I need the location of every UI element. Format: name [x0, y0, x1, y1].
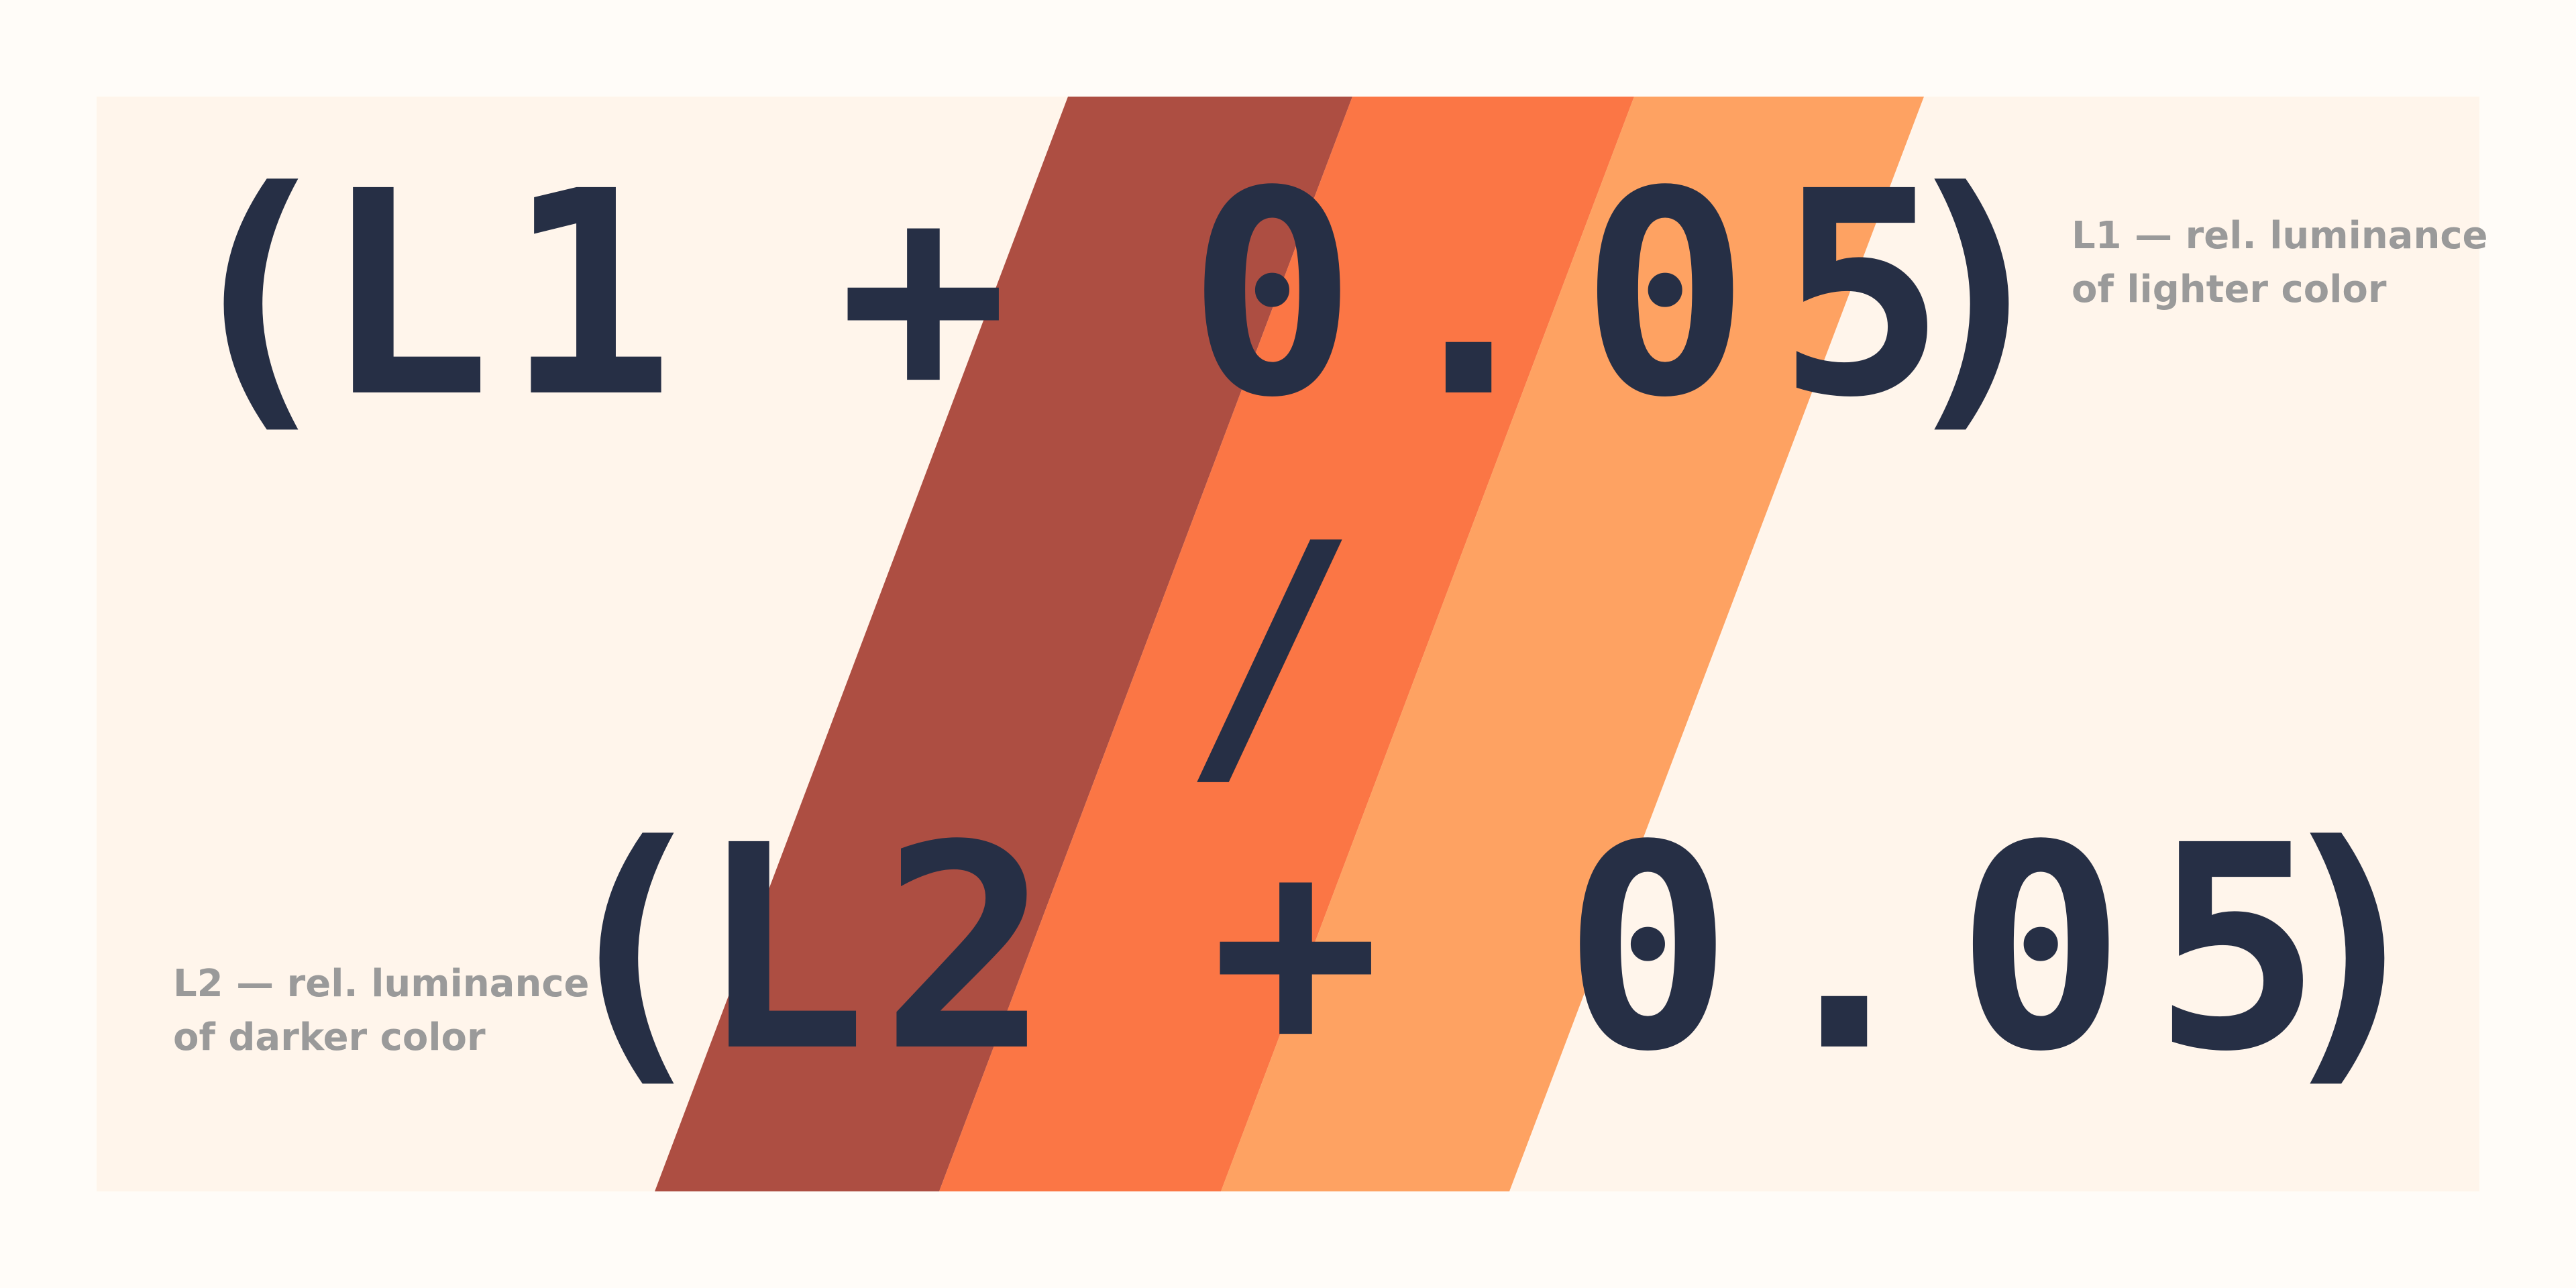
numerator-constant: 0.05 [1187, 131, 1973, 460]
numerator-open-paren: ( [171, 131, 341, 460]
numerator-plus: + [839, 131, 1008, 460]
numerator-term-l1: L1 [322, 131, 688, 460]
fraction-divider: / [1181, 481, 1358, 824]
stripe-dark [655, 97, 1352, 1191]
note-l2-line2: of darker color [173, 1016, 486, 1059]
denominator-plus: + [1211, 786, 1381, 1114]
denominator: ( L2 + 0.05 ) [547, 786, 2437, 1114]
numerator-close-paren: ) [1892, 131, 2061, 460]
denominator-open-paren: ( [547, 786, 716, 1114]
note-l1: L1 — rel. luminance of lighter color [2072, 214, 2488, 311]
denominator-constant: 0.05 [1563, 786, 2349, 1114]
denominator-close-paren: ) [2267, 786, 2437, 1114]
denominator-term-l2: L2 [698, 786, 1064, 1114]
stripe-mid [939, 97, 1634, 1191]
note-l1-line1: L1 — rel. luminance [2072, 214, 2488, 258]
numerator: ( L1 + 0.05 ) [171, 131, 2061, 460]
note-l2: L2 — rel. luminance of darker color [173, 962, 590, 1059]
stripe-light [1221, 97, 1924, 1191]
note-l1-line2: of lighter color [2072, 268, 2387, 311]
note-l2-line1: L2 — rel. luminance [173, 962, 590, 1006]
